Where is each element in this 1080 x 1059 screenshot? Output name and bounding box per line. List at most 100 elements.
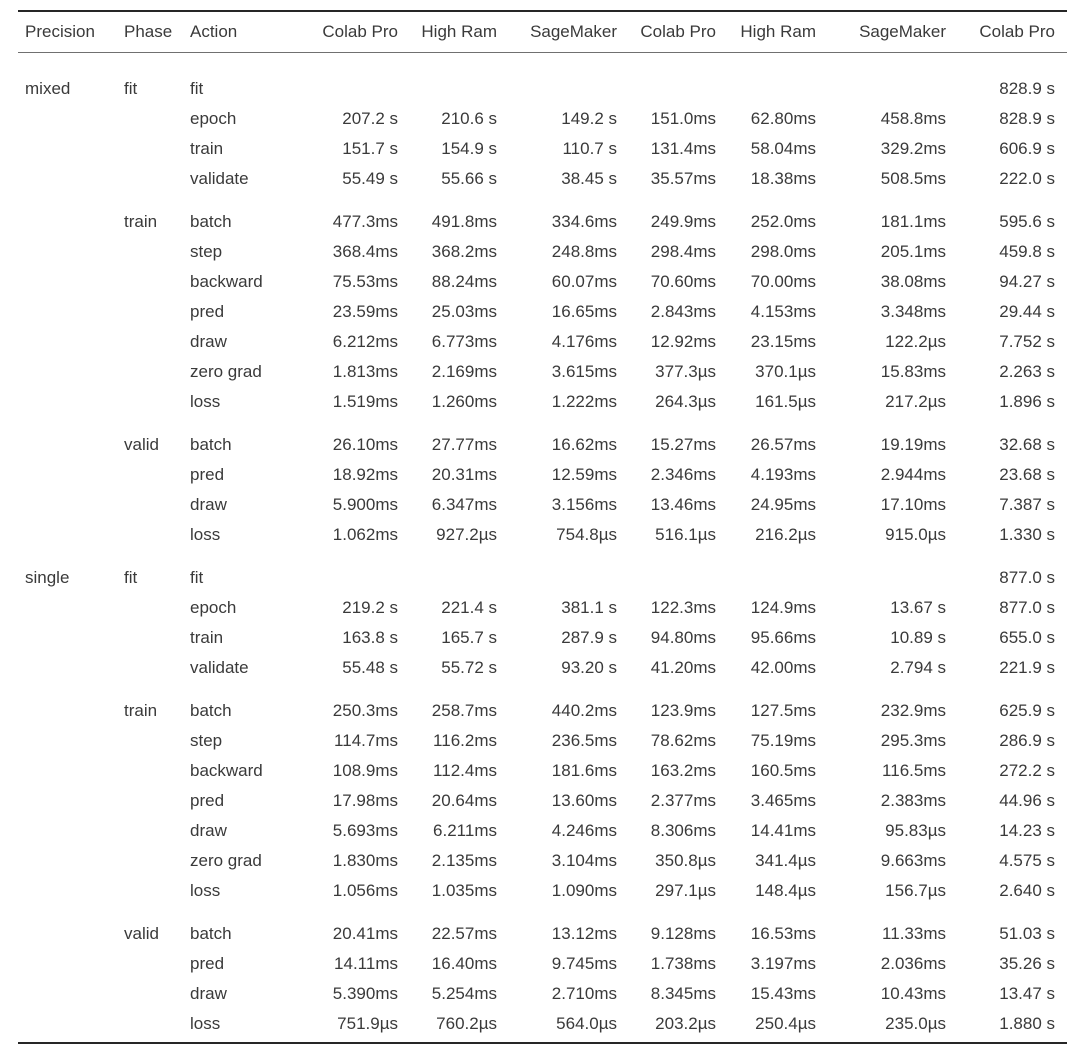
action-cell: pred bbox=[190, 791, 225, 810]
action-cell: fit bbox=[190, 568, 204, 587]
value-cell: 13.60ms bbox=[551, 791, 617, 810]
value-cell: 163.2ms bbox=[650, 761, 716, 780]
value-cell: 35.26 s bbox=[999, 954, 1055, 973]
col-header: Colab Pro bbox=[946, 12, 1067, 53]
value-cell: 2.263 s bbox=[999, 362, 1055, 381]
value-cell: 606.9 s bbox=[999, 139, 1055, 158]
value-cell: 9.128ms bbox=[650, 924, 716, 943]
value-cell: 334.6ms bbox=[551, 212, 617, 231]
action-cell: fit bbox=[190, 79, 204, 98]
value-cell: 75.53ms bbox=[332, 272, 398, 291]
value-cell: 3.465ms bbox=[750, 791, 816, 810]
action-cell: step bbox=[190, 242, 223, 261]
phase-cell: fit bbox=[124, 79, 138, 98]
value-cell: 60.07ms bbox=[551, 272, 617, 291]
value-cell: 381.1 s bbox=[561, 598, 617, 617]
value-cell: 160.5ms bbox=[750, 761, 816, 780]
value-cell: 2.640 s bbox=[999, 881, 1055, 900]
value-cell: 250.3ms bbox=[332, 701, 398, 720]
value-cell: 1.222ms bbox=[551, 392, 617, 411]
value-cell: 3.615ms bbox=[551, 362, 617, 381]
value-cell: 655.0 s bbox=[999, 628, 1055, 647]
value-cell: 35.57ms bbox=[650, 169, 716, 188]
value-cell: 459.8 s bbox=[999, 242, 1055, 261]
table-row: train batch 250.3ms 258.7ms 440.2ms 123.9ms 12… bbox=[18, 683, 1067, 726]
value-cell: 5.254ms bbox=[431, 984, 497, 1003]
value-cell: 915.0µs bbox=[885, 525, 946, 544]
value-cell: 203.2µs bbox=[655, 1014, 716, 1033]
value-cell: 78.62ms bbox=[650, 731, 716, 750]
table-row: train 151.7 s 154.9 s 110.7 s 131.4ms 58.04ms… bbox=[18, 134, 1067, 164]
value-cell: 2.383ms bbox=[880, 791, 946, 810]
value-cell: 516.1µs bbox=[655, 525, 716, 544]
action-cell: zero grad bbox=[190, 362, 262, 381]
col-header: Action bbox=[183, 12, 308, 53]
value-cell: 1.056ms bbox=[332, 881, 398, 900]
action-cell: batch bbox=[190, 701, 232, 720]
value-cell: 14.23 s bbox=[999, 821, 1055, 840]
value-cell: 154.9 s bbox=[441, 139, 497, 158]
value-cell: 9.663ms bbox=[880, 851, 946, 870]
value-cell: 8.345ms bbox=[650, 984, 716, 1003]
precision-cell bbox=[18, 327, 118, 357]
value-cell: 595.6 s bbox=[999, 212, 1055, 231]
phase-cell bbox=[118, 460, 183, 490]
action-cell: draw bbox=[190, 984, 227, 1003]
table-row: train batch 477.3ms 491.8ms 334.6ms 249.9ms 25… bbox=[18, 194, 1067, 237]
value-cell: 19.19ms bbox=[880, 435, 946, 454]
value-cell: 4.176ms bbox=[551, 332, 617, 351]
precision-cell: single bbox=[25, 568, 70, 587]
value-cell: 4.153ms bbox=[750, 302, 816, 321]
value-cell: 13.46ms bbox=[650, 495, 716, 514]
value-cell: 2.346ms bbox=[650, 465, 716, 484]
action-cell: validate bbox=[190, 658, 249, 677]
action-cell: draw bbox=[190, 495, 227, 514]
value-cell: 1.880 s bbox=[999, 1014, 1055, 1033]
phase-cell bbox=[118, 520, 183, 550]
action-cell: epoch bbox=[190, 109, 237, 128]
value-cell: 2.135ms bbox=[431, 851, 497, 870]
phase-cell: train bbox=[124, 212, 158, 231]
value-cell: 116.2ms bbox=[433, 731, 497, 750]
precision-cell bbox=[18, 104, 118, 134]
action-cell: batch bbox=[190, 924, 232, 943]
benchmark-table-container: Precision Phase Action Colab Pro High Ram Sag… bbox=[18, 10, 1067, 1044]
value-cell: 25.03ms bbox=[431, 302, 497, 321]
value-cell: 151.0ms bbox=[650, 109, 716, 128]
value-cell: 2.377ms bbox=[650, 791, 716, 810]
action-cell: train bbox=[190, 628, 224, 647]
value-cell: 29.44 s bbox=[999, 302, 1055, 321]
precision-cell bbox=[18, 876, 118, 906]
value-cell: 13.47 s bbox=[999, 984, 1055, 1003]
value-cell: 70.60ms bbox=[650, 272, 716, 291]
value-cell: 2.169ms bbox=[431, 362, 497, 381]
table-body: mixed fit fit 828.9 s epoch 207.2 s 210.6 s 149… bbox=[18, 53, 1067, 1040]
table-row: draw 5.693ms 6.211ms 4.246ms 8.306ms 14.41ms 9… bbox=[18, 816, 1067, 846]
value-cell bbox=[398, 53, 497, 105]
benchmark-table: Precision Phase Action Colab Pro High Ram Sag… bbox=[18, 12, 1067, 1039]
action-cell: batch bbox=[190, 435, 232, 454]
header-row: Precision Phase Action Colab Pro High Ram Sag… bbox=[18, 12, 1067, 53]
value-cell: 491.8ms bbox=[431, 212, 497, 231]
precision-cell bbox=[18, 460, 118, 490]
value-cell: 508.5ms bbox=[880, 169, 946, 188]
value-cell bbox=[716, 53, 816, 105]
col-header: Phase bbox=[118, 12, 183, 53]
value-cell: 44.96 s bbox=[999, 791, 1055, 810]
phase-cell bbox=[118, 357, 183, 387]
value-cell: 5.390ms bbox=[332, 984, 398, 1003]
precision-cell bbox=[18, 1009, 118, 1039]
value-cell: 250.4µs bbox=[755, 1014, 816, 1033]
value-cell: 6.212ms bbox=[332, 332, 398, 351]
table-row: epoch 219.2 s 221.4 s 381.1 s 122.3ms 124.9ms… bbox=[18, 593, 1067, 623]
value-cell: 1.519ms bbox=[332, 392, 398, 411]
precision-cell bbox=[18, 164, 118, 194]
value-cell: 16.40ms bbox=[431, 954, 497, 973]
action-cell: zero grad bbox=[190, 851, 262, 870]
table-row: validate 55.48 s 55.72 s 93.20 s 41.20ms 42.0… bbox=[18, 653, 1067, 683]
precision-cell bbox=[18, 786, 118, 816]
value-cell: 4.193ms bbox=[750, 465, 816, 484]
value-cell: 329.2ms bbox=[880, 139, 946, 158]
value-cell: 264.3µs bbox=[655, 392, 716, 411]
value-cell: 93.20 s bbox=[561, 658, 617, 677]
